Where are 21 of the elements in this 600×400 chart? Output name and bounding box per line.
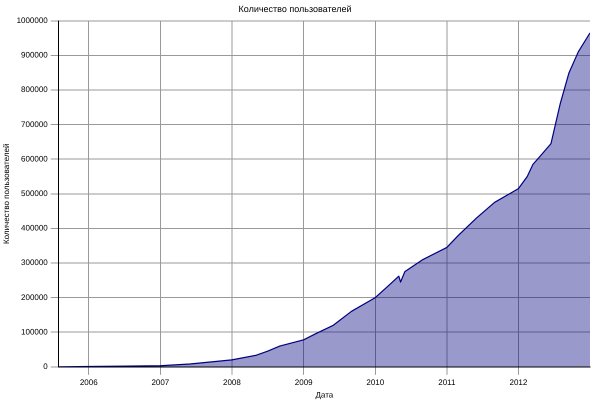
- y-tick-label: 0: [43, 362, 48, 372]
- x-tick-label: 2009: [294, 378, 314, 387]
- y-tick-label: 900000: [21, 50, 48, 60]
- y-tick-label: 100000: [21, 327, 48, 336]
- x-tick-label: 2012: [510, 378, 528, 387]
- chart-title: Количество пользователей: [238, 4, 352, 14]
- x-axis-title: Дата: [316, 390, 334, 400]
- y-axis-title: Количество пользователей: [2, 144, 12, 244]
- y-tick-label: 1000000: [16, 16, 48, 26]
- x-tick-label: 2011: [438, 378, 456, 387]
- x-tick-label: 2006: [80, 378, 98, 387]
- y-tick-label: 600000: [21, 154, 48, 164]
- y-tick-label: 500000: [21, 189, 48, 198]
- x-tick-label: 2010: [366, 378, 385, 387]
- x-tick-label: 2008: [223, 378, 242, 387]
- x-tick-label: 2007: [151, 378, 170, 387]
- y-tick-label: 800000: [21, 85, 48, 94]
- y-tick-label: 300000: [21, 258, 48, 268]
- y-tick-label: 200000: [21, 292, 48, 302]
- y-tick-label: 400000: [21, 224, 48, 233]
- y-tick-label: 700000: [21, 120, 48, 129]
